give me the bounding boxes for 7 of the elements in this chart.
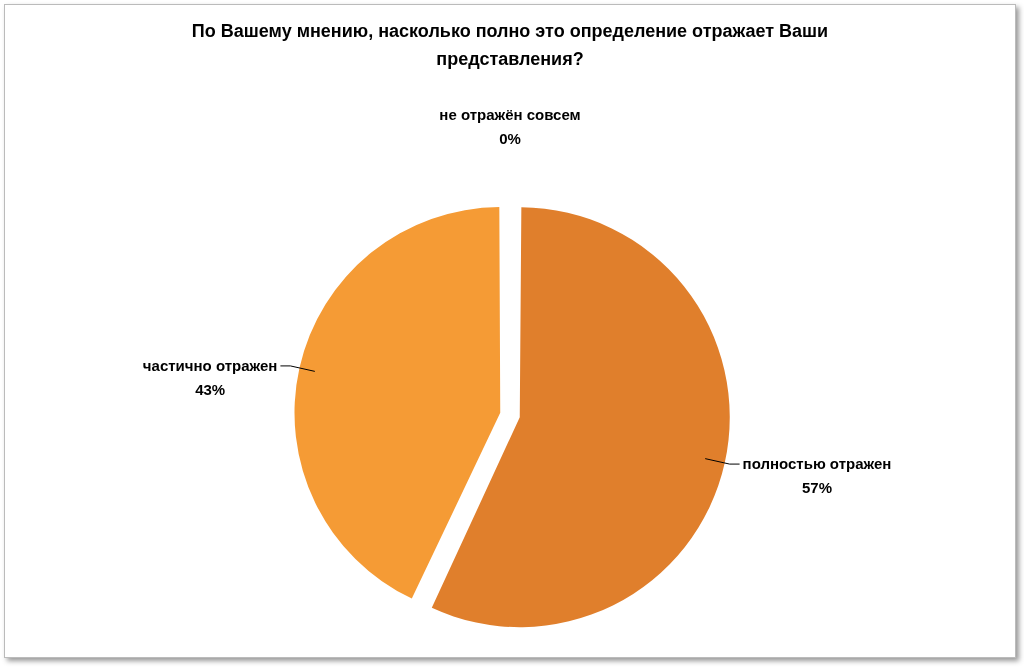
data-label: 57%	[801, 479, 832, 497]
text: 0%	[499, 130, 521, 147]
slice-label: частично отражен	[142, 356, 278, 374]
category-label: не отражён совсем	[439, 106, 581, 123]
chart-title: По Вашему мнению, насколько полно это определение отражает Ваши представления?	[190, 20, 830, 71]
slice-label: полностью отражен	[742, 455, 892, 473]
data-label: 43%	[195, 380, 226, 398]
